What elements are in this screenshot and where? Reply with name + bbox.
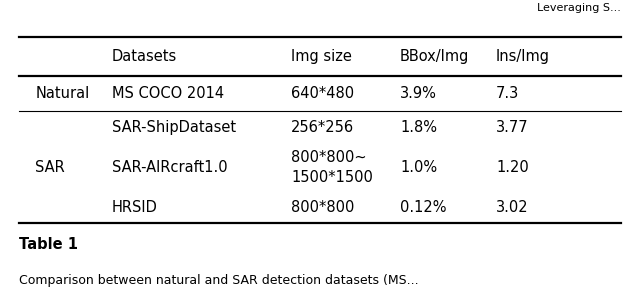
Text: SAR: SAR <box>35 160 65 175</box>
Text: 3.02: 3.02 <box>496 200 529 215</box>
Text: Datasets: Datasets <box>112 49 177 64</box>
Text: HRSID: HRSID <box>112 200 158 215</box>
Text: SAR-AIRcraft1.0: SAR-AIRcraft1.0 <box>112 160 228 175</box>
Text: Img size: Img size <box>291 49 352 64</box>
Text: 0.12%: 0.12% <box>400 200 447 215</box>
Text: Natural: Natural <box>35 86 90 101</box>
Text: 256*256: 256*256 <box>291 119 355 135</box>
Text: Leveraging S...: Leveraging S... <box>537 3 621 13</box>
Text: Ins/Img: Ins/Img <box>496 49 550 64</box>
Text: 3.77: 3.77 <box>496 119 529 135</box>
Text: 1.8%: 1.8% <box>400 119 437 135</box>
Text: 3.9%: 3.9% <box>400 86 437 101</box>
Text: 800*800: 800*800 <box>291 200 355 215</box>
Text: 7.3: 7.3 <box>496 86 519 101</box>
Text: 800*800~
1500*1500: 800*800~ 1500*1500 <box>291 150 373 185</box>
Text: 640*480: 640*480 <box>291 86 355 101</box>
Text: 1.20: 1.20 <box>496 160 529 175</box>
Text: Table 1: Table 1 <box>19 237 78 251</box>
Text: MS COCO 2014: MS COCO 2014 <box>112 86 224 101</box>
Text: SAR-ShipDataset: SAR-ShipDataset <box>112 119 236 135</box>
Text: 1.0%: 1.0% <box>400 160 437 175</box>
Text: BBox/Img: BBox/Img <box>400 49 469 64</box>
Text: Comparison between natural and SAR detection datasets (MS...: Comparison between natural and SAR detec… <box>19 274 419 288</box>
